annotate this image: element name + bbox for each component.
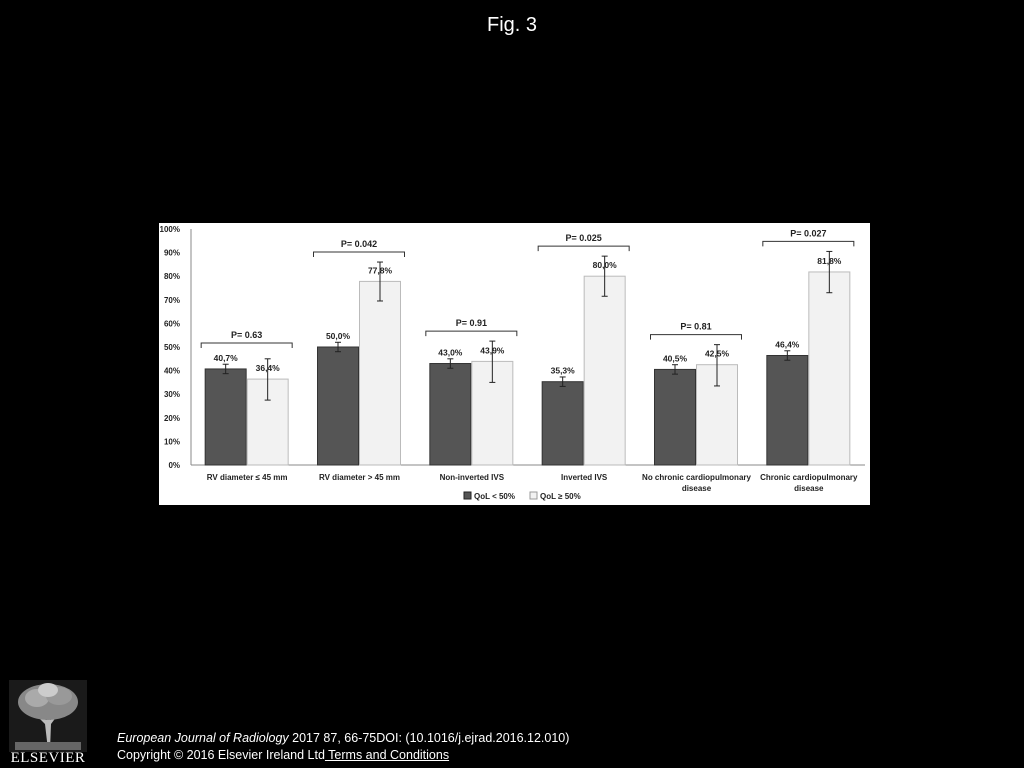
data-label: 40,7% [214, 353, 239, 363]
elsevier-tree-icon [9, 680, 87, 752]
figure-title: Fig. 3 [486, 14, 538, 36]
y-tick-label: 100% [160, 225, 180, 234]
p-value-label: P= 0.91 [456, 318, 487, 328]
x-tick-label: Non-inverted IVS [440, 473, 505, 482]
y-tick-label: 90% [164, 249, 180, 258]
bar [808, 271, 851, 466]
data-label: 43,0% [438, 348, 463, 358]
bar [204, 368, 247, 466]
elsevier-wordmark: ELSEVIER [10, 750, 86, 766]
x-tick-label: disease [794, 484, 824, 493]
y-tick-label: 40% [164, 367, 180, 376]
y-tick-label: 20% [164, 414, 180, 423]
citation-line: European Journal of Radiology 2017 87, 6… [117, 731, 569, 745]
p-value-label: P= 0.027 [790, 228, 826, 238]
data-label: 36,4% [256, 363, 281, 373]
y-tick-label: 80% [164, 272, 180, 281]
p-value-label: P= 0.81 [680, 322, 711, 332]
x-tick-label: No chronic cardiopulmonary [642, 473, 751, 482]
bar [583, 275, 626, 466]
data-label: 80,0% [593, 260, 618, 270]
bar [359, 280, 401, 466]
y-tick-label: 70% [164, 296, 180, 305]
data-label: 42,5% [705, 349, 730, 359]
data-label: 43,9% [480, 345, 505, 355]
p-value-bracket [313, 251, 405, 258]
legend-label: QoL ≥ 50% [540, 492, 581, 501]
legend-swatch [463, 491, 472, 500]
copyright-text: Copyright © 2016 Elsevier Ireland Ltd [117, 748, 325, 762]
p-value-bracket [762, 240, 855, 247]
bar [766, 354, 809, 466]
data-label: 81,8% [817, 256, 842, 266]
p-value-label: P= 0.025 [566, 233, 602, 243]
data-label: 50,0% [326, 331, 351, 341]
p-value-bracket [425, 330, 518, 337]
y-tick-label: 50% [164, 343, 180, 352]
copyright-line: Copyright © 2016 Elsevier Ireland Ltd Te… [117, 748, 449, 762]
y-tick-label: 10% [164, 437, 180, 446]
data-label: 35,3% [551, 366, 576, 376]
legend-label: QoL < 50% [474, 492, 515, 501]
bar [541, 381, 584, 466]
x-tick-label: RV diameter > 45 mm [319, 473, 400, 482]
journal-name: European Journal of Radiology [117, 731, 289, 745]
p-value-bracket [650, 334, 742, 340]
bar-chart: 0% 10% 20% 30% 40% 50% 60% 70% 80% 90% 100% 40,7% 36… [160, 225, 865, 501]
data-label: 40,5% [663, 353, 688, 363]
x-tick-label: Inverted IVS [561, 473, 608, 482]
x-tick-label: Chronic cardiopulmonary [760, 473, 858, 482]
data-label: 77,8% [368, 265, 393, 275]
legend-swatch [529, 491, 538, 500]
terms-link[interactable]: Terms and Conditions [324, 748, 450, 762]
p-value-bracket [537, 245, 630, 252]
bar-chart-panel: 0% 10% 20% 30% 40% 50% 60% 70% 80% 90% 100% 40,7% 36… [159, 223, 870, 505]
p-value-label: P= 0.042 [341, 239, 377, 249]
y-tick-label: 30% [164, 390, 180, 399]
p-value-label: P= 0.63 [231, 330, 262, 340]
p-value-bracket [200, 342, 293, 348]
x-tick-label: disease [682, 484, 712, 493]
bar [317, 346, 359, 466]
y-tick-label: 60% [164, 319, 180, 328]
bar [654, 368, 696, 466]
bar [429, 363, 472, 466]
x-tick-label: RV diameter ≤ 45 mm [207, 473, 288, 482]
data-label: 46,4% [775, 339, 800, 349]
y-tick-label: 0% [168, 461, 180, 470]
citation-details: 2017 87, 66-75DOI: (10.1016/j.ejrad.2016… [292, 731, 570, 745]
